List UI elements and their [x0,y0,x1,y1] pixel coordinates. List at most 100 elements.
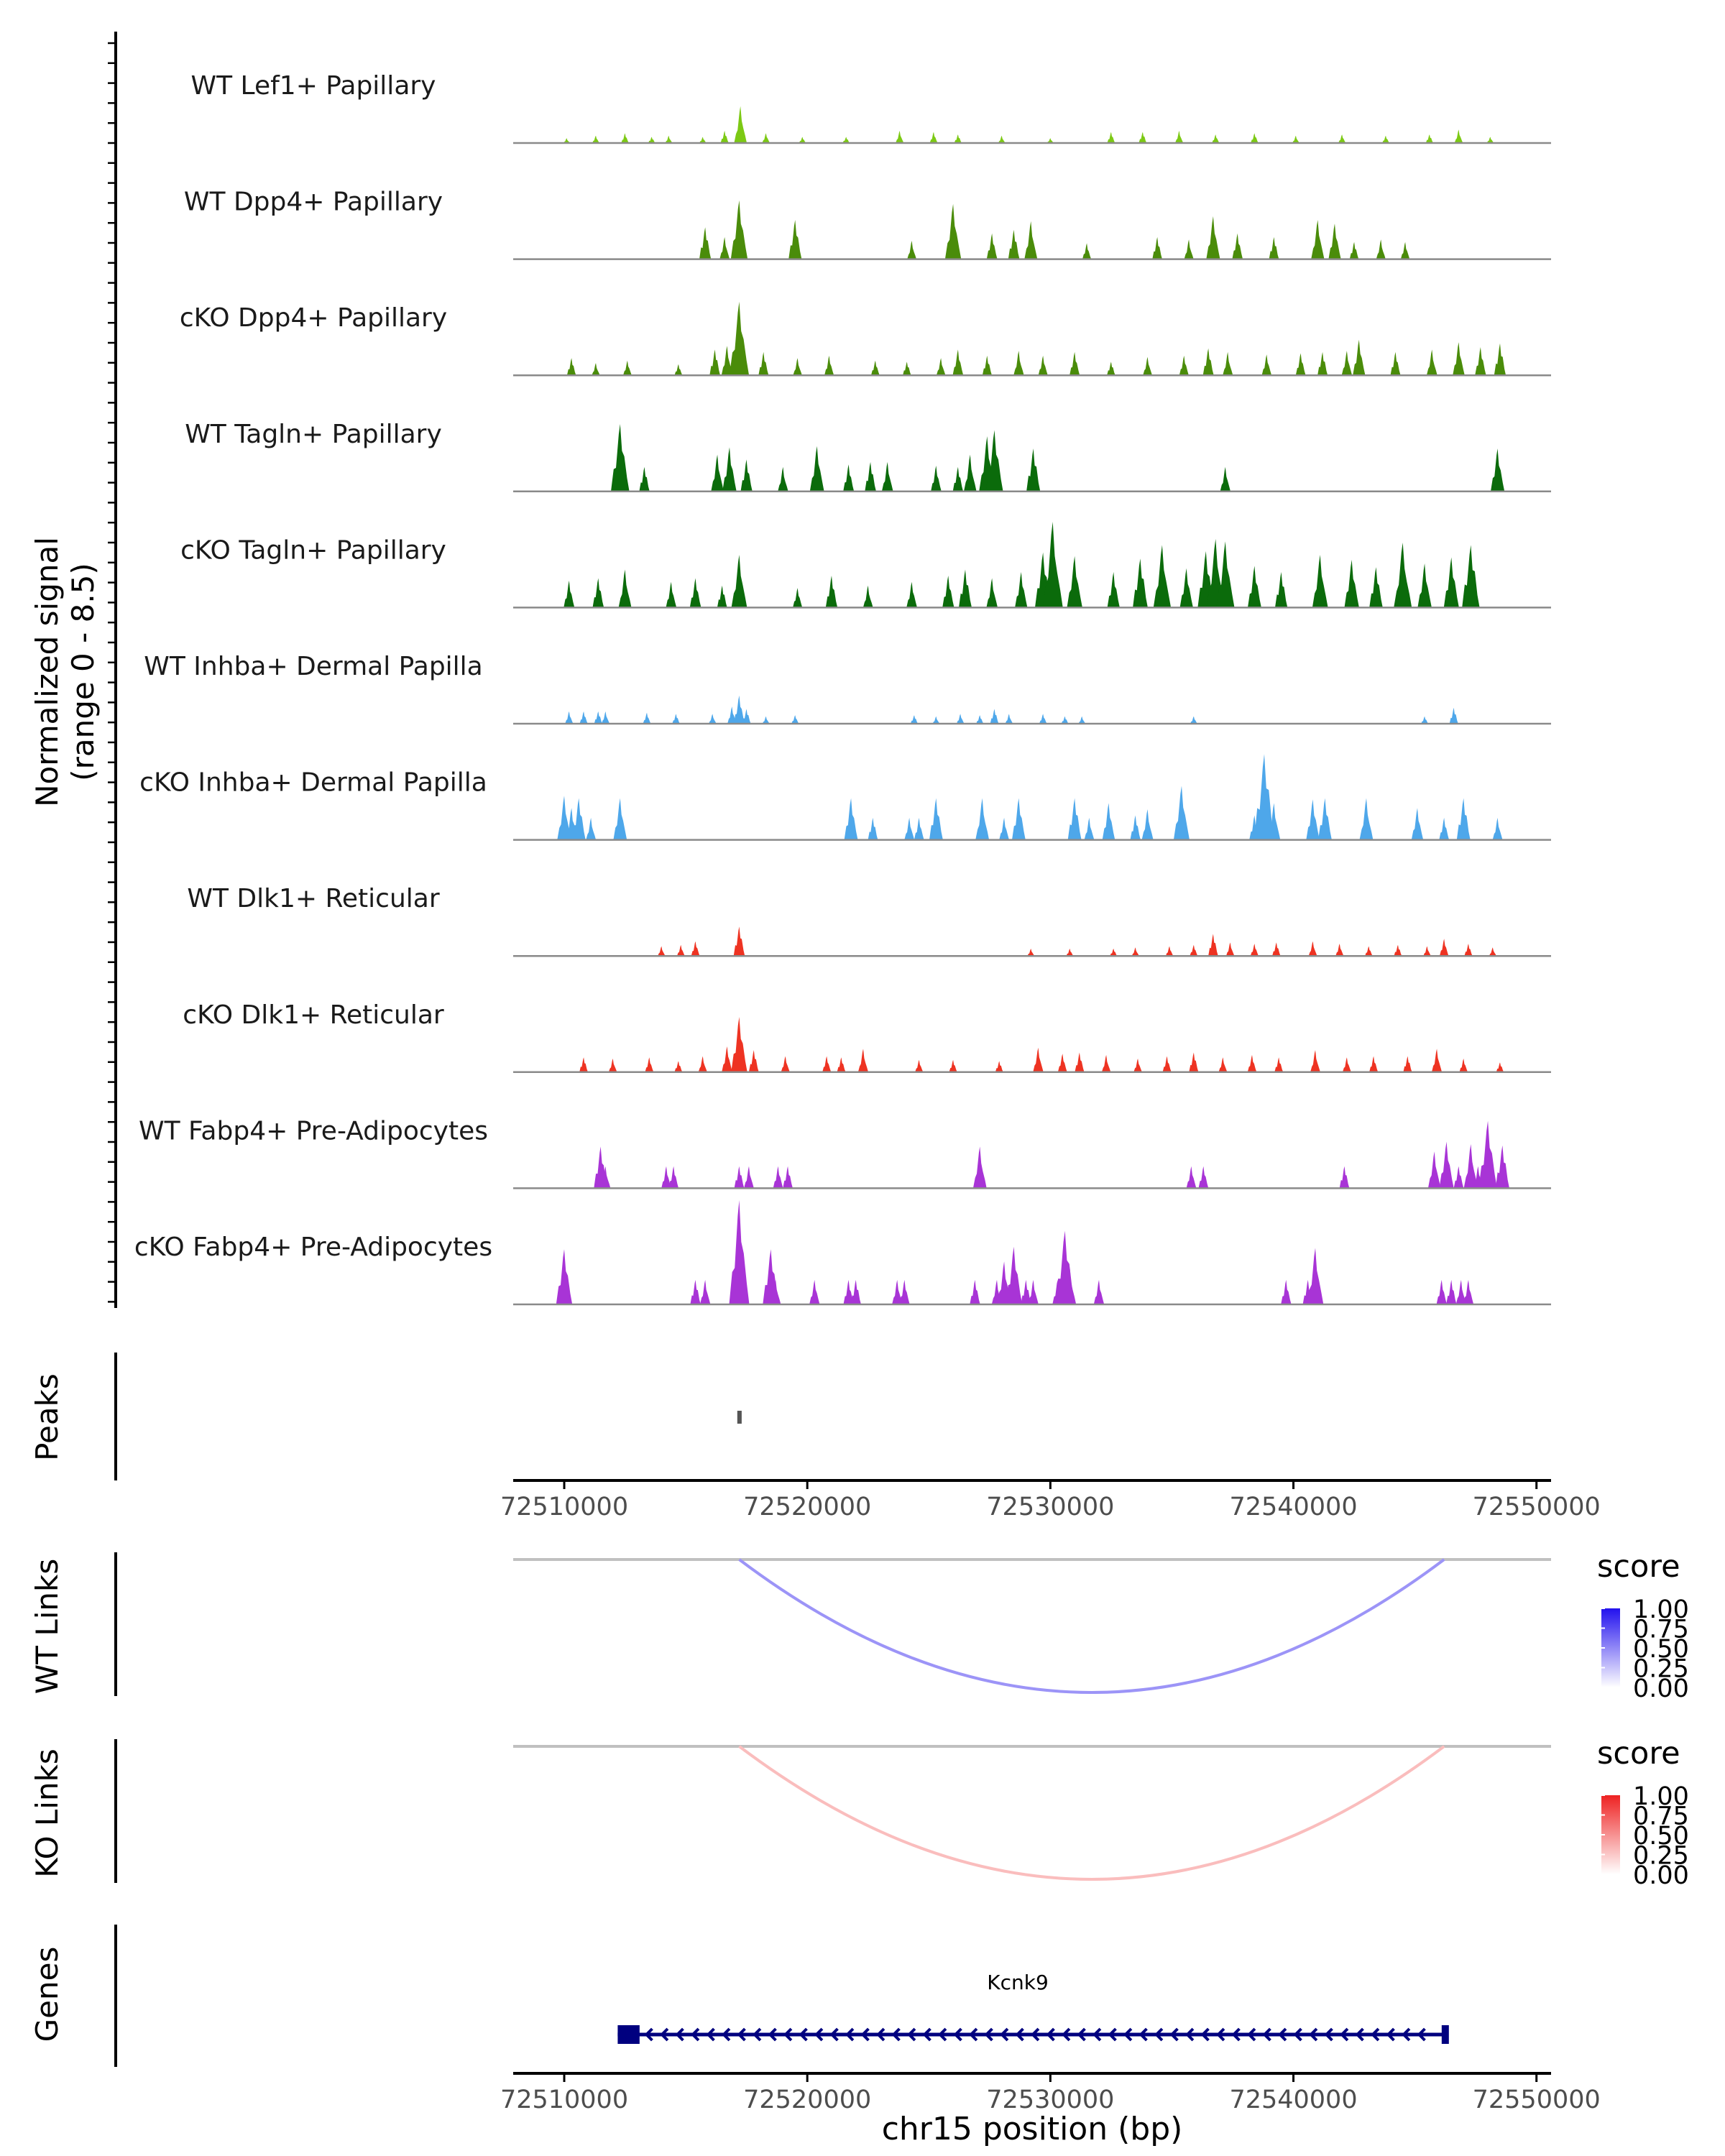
signal-peak [717,585,727,608]
track-label: WT Fabp4+ Pre-Adipocytes [139,1116,488,1146]
strand-chevron [660,2027,669,2042]
signal-peak [998,135,1006,143]
signal-peak [1274,1057,1284,1072]
signal-peak [857,1049,868,1072]
strand-chevron [891,2027,901,2042]
signal-peak [1153,545,1172,608]
signal-peak [990,709,999,724]
signal-peak [1427,1151,1441,1189]
signal-peak [1006,1246,1023,1304]
signal-peak [1261,354,1272,376]
strand-chevron [829,2027,839,2042]
strand-chevron [1355,2027,1364,2042]
signal-peak [556,1249,573,1304]
signal-peak [1250,944,1259,957]
signal-peak [914,817,924,840]
signal-peak [1102,803,1116,840]
signal-peak [1353,339,1366,376]
signal-peak [1394,944,1402,957]
signal-peak [1101,1054,1111,1072]
signal-peak [770,1279,781,1304]
strand-chevron [768,2027,777,2042]
signal-peak [1202,348,1214,376]
track-label: WT Tagln+ Papillary [185,420,442,449]
strand-chevron [675,2027,684,2042]
signal-peak [999,817,1009,840]
x-tick-label: 72530000 [986,2086,1114,2114]
genes-label: Genes [29,1947,65,2042]
strand-chevron [1015,2027,1024,2042]
signal-peak [1220,466,1230,492]
signal-peak [1186,1166,1197,1189]
strand-chevron [783,2027,793,2042]
signal-peak [618,569,632,608]
signal-peak [1439,817,1450,840]
signal-peak [837,1057,846,1072]
x-axis-bottom: 72510000 72520000 72530000 72540000 72550000 [500,2072,1601,2114]
legend-tick-label: 0.25 [1633,1842,1689,1871]
strand-chevron [737,2027,746,2042]
signal-peak [734,106,747,143]
signal-peak [824,355,834,376]
signal-peak [1349,241,1359,259]
signal-peak [1338,134,1346,143]
signal-peak [1024,221,1038,259]
track-cko-fabp4-pre-adipocytes: cKO Fabp4+ Pre-Adipocytes [134,1200,1551,1306]
signal-peak [1248,566,1261,608]
signal-peak [1365,946,1373,957]
signal-peak [1107,571,1120,608]
signal-peak [1281,1279,1292,1304]
signal-peak [666,581,677,608]
track-label: cKO Inhba+ Dermal Papilla [139,768,487,798]
signal-peak [1179,355,1189,376]
signal-peak [1339,1166,1350,1189]
coverage-y-label: Normalized signal(range 0 - 8.5) [29,537,101,807]
signal-peak [579,711,588,724]
signal-peak [730,200,748,259]
signal-peak [1026,448,1041,492]
legend-tick-label: 0.00 [1633,1674,1689,1703]
signal-peak [985,430,1003,492]
strand-chevron [1309,2027,1318,2042]
signal-peak [868,817,878,840]
signal-peak [957,714,965,724]
signal-peak [727,706,737,724]
strand-chevron [1386,2027,1395,2042]
axes: 72510000 72520000 72530000 72540000 72550000… [108,32,1601,2147]
signal-peak [571,798,586,840]
signal-peak [822,1056,832,1072]
signal-peak [1453,342,1465,376]
signal-peak [731,555,748,608]
signal-peak [773,1166,783,1189]
signal-peak [1152,236,1162,259]
signal-peak [1432,1049,1443,1072]
legend-tick-label: 0.50 [1633,1822,1689,1851]
links-ko-links: KO Links score 1.000.750.500.250.00 [29,1736,1689,1890]
signal-peak [1454,129,1463,143]
track-label: cKO Dpp4+ Papillary [180,303,447,333]
strand-chevron [706,2027,715,2042]
signal-peak [1292,135,1300,143]
signal-peak [1376,239,1386,259]
signal-peak [709,349,720,376]
signal-peak [972,1146,987,1189]
signal-peak [793,588,803,608]
signal-peak [1492,817,1503,840]
signal-peak [1223,351,1233,376]
signal-peak [563,138,570,143]
strand-chevron [1123,2027,1133,2042]
signal-peak [1254,754,1274,840]
gene-exon [1441,2025,1449,2044]
signal-peak [1189,1052,1199,1072]
signal-peak [936,358,946,376]
signal-peak [1082,243,1092,259]
peaks-label: Peaks [29,1373,65,1461]
signal-peak [699,227,712,259]
signal-peak [1317,351,1328,376]
x-tick-label: 72550000 [1473,1493,1601,1521]
signal-peak [608,1059,617,1072]
strand-chevron [922,2027,932,2042]
strand-chevron [860,2027,870,2042]
signal-peak [1232,233,1243,259]
